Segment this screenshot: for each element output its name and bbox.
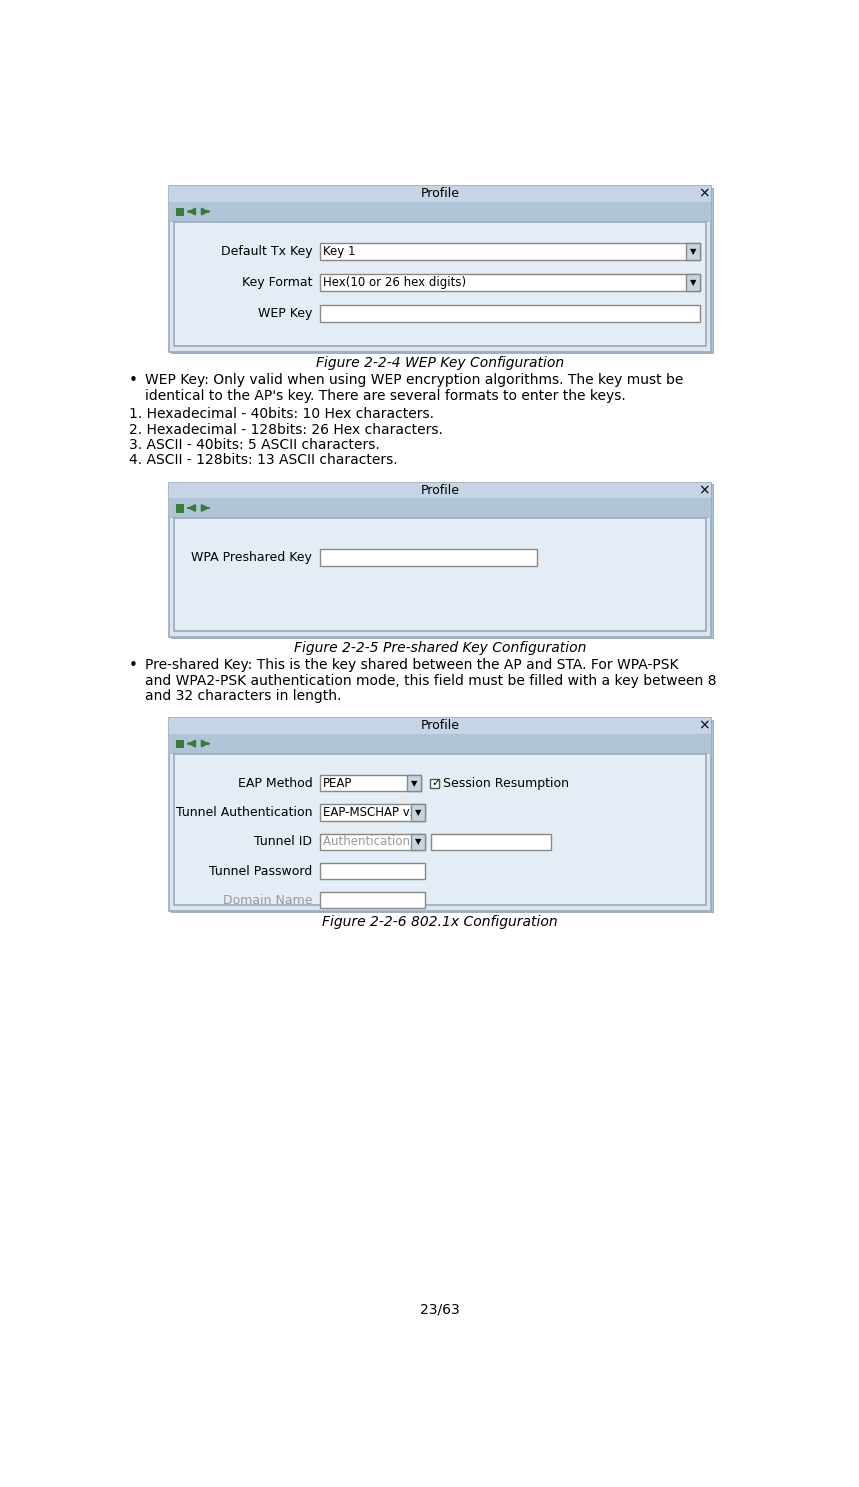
FancyBboxPatch shape: [174, 222, 706, 346]
Text: ▼: ▼: [415, 807, 421, 816]
Text: ×: ×: [698, 718, 710, 733]
Text: Key 1: Key 1: [323, 245, 356, 259]
FancyBboxPatch shape: [169, 733, 711, 754]
Text: Profile: Profile: [421, 483, 460, 497]
Text: Profile: Profile: [421, 187, 460, 201]
Text: •: •: [129, 373, 138, 388]
Text: WEP Key: Only valid when using WEP encryption algorithms. The key must be: WEP Key: Only valid when using WEP encry…: [144, 373, 683, 387]
FancyBboxPatch shape: [169, 186, 711, 202]
FancyBboxPatch shape: [169, 718, 711, 733]
Text: 2. Hexadecimal - 128bits: 26 Hex characters.: 2. Hexadecimal - 128bits: 26 Hex charact…: [129, 422, 443, 437]
FancyBboxPatch shape: [411, 804, 424, 821]
Text: Default Tx Key: Default Tx Key: [221, 245, 313, 259]
Text: Tunnel ID: Tunnel ID: [254, 836, 313, 848]
FancyBboxPatch shape: [320, 305, 700, 321]
Text: ×: ×: [698, 187, 710, 201]
Text: 4. ASCII - 128bits: 13 ASCII characters.: 4. ASCII - 128bits: 13 ASCII characters.: [129, 454, 398, 467]
Text: ▼: ▼: [415, 837, 421, 846]
Text: Tunnel Password: Tunnel Password: [209, 864, 313, 877]
Bar: [430, 779, 440, 788]
FancyBboxPatch shape: [171, 187, 713, 354]
Text: 23/63: 23/63: [420, 1303, 460, 1316]
Text: Key Format: Key Format: [242, 277, 313, 288]
Text: Figure 2-2-6 802.1x Configuration: Figure 2-2-6 802.1x Configuration: [322, 916, 558, 929]
Text: 1. Hexadecimal - 40bits: 10 Hex characters.: 1. Hexadecimal - 40bits: 10 Hex characte…: [129, 407, 434, 421]
Text: Session Resumption: Session Resumption: [442, 776, 569, 790]
FancyBboxPatch shape: [407, 775, 421, 791]
FancyBboxPatch shape: [169, 186, 711, 352]
Bar: [176, 739, 185, 748]
Text: Authentication ID: Authentication ID: [323, 836, 426, 848]
FancyBboxPatch shape: [320, 775, 421, 791]
FancyBboxPatch shape: [174, 517, 706, 630]
Text: and 32 characters in length.: and 32 characters in length.: [144, 688, 341, 703]
FancyBboxPatch shape: [171, 720, 713, 912]
Text: WPA Preshared Key: WPA Preshared Key: [192, 550, 313, 564]
Text: WEP Key: WEP Key: [258, 306, 313, 320]
Text: •: •: [129, 659, 138, 674]
Text: ✓: ✓: [431, 778, 441, 788]
FancyBboxPatch shape: [320, 274, 700, 291]
Text: Hex(10 or 26 hex digits): Hex(10 or 26 hex digits): [323, 277, 466, 288]
Text: ▼: ▼: [690, 278, 696, 287]
FancyBboxPatch shape: [686, 242, 700, 260]
FancyBboxPatch shape: [171, 485, 713, 638]
Text: Domain Name: Domain Name: [222, 894, 313, 907]
FancyBboxPatch shape: [169, 202, 711, 222]
Text: Figure 2-2-4 WEP Key Configuration: Figure 2-2-4 WEP Key Configuration: [316, 357, 564, 370]
FancyBboxPatch shape: [169, 718, 711, 910]
FancyBboxPatch shape: [320, 892, 424, 909]
Text: Profile: Profile: [421, 720, 460, 733]
Text: Pre-shared Key: This is the key shared between the AP and STA. For WPA-PSK: Pre-shared Key: This is the key shared b…: [144, 659, 678, 672]
FancyBboxPatch shape: [686, 274, 700, 291]
FancyBboxPatch shape: [431, 834, 551, 851]
Text: EAP-MSCHAP v2: EAP-MSCHAP v2: [323, 806, 417, 819]
FancyBboxPatch shape: [320, 834, 424, 851]
Text: ▼: ▼: [690, 247, 696, 256]
Text: ▼: ▼: [411, 779, 417, 788]
Bar: [176, 504, 185, 513]
Text: Figure 2-2-5 Pre-shared Key Configuration: Figure 2-2-5 Pre-shared Key Configuratio…: [294, 641, 587, 656]
FancyBboxPatch shape: [320, 549, 537, 565]
FancyBboxPatch shape: [169, 483, 711, 498]
FancyBboxPatch shape: [169, 483, 711, 636]
Text: and WPA2-PSK authentication mode, this field must be filled with a key between 8: and WPA2-PSK authentication mode, this f…: [144, 674, 716, 687]
Text: Tunnel Authentication: Tunnel Authentication: [176, 806, 313, 819]
Text: PEAP: PEAP: [323, 776, 352, 790]
FancyBboxPatch shape: [320, 862, 424, 879]
Text: identical to the AP's key. There are several formats to enter the keys.: identical to the AP's key. There are sev…: [144, 388, 625, 403]
FancyBboxPatch shape: [174, 754, 706, 906]
Text: 3. ASCII - 40bits: 5 ASCII characters.: 3. ASCII - 40bits: 5 ASCII characters.: [129, 439, 380, 452]
FancyBboxPatch shape: [169, 498, 711, 517]
Text: ×: ×: [698, 483, 710, 497]
FancyBboxPatch shape: [320, 242, 700, 260]
FancyBboxPatch shape: [411, 834, 424, 851]
FancyBboxPatch shape: [320, 804, 424, 821]
Text: EAP Method: EAP Method: [238, 776, 313, 790]
Bar: [176, 208, 185, 216]
